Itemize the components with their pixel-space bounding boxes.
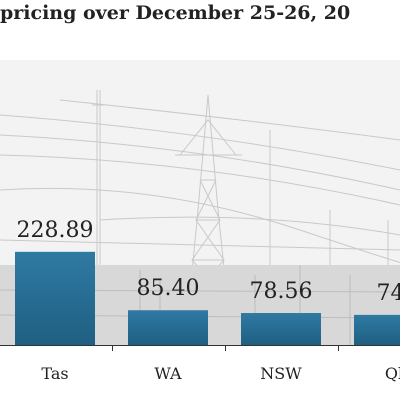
value-label-nsw: 78.56 [249,279,313,304]
bar-ql [354,314,400,345]
category-label-wa: WA [154,364,182,383]
value-label-tas: 228.89 [16,217,94,243]
bar-tas [15,251,95,345]
plot-area [0,60,400,345]
bar-wa [128,310,208,345]
bars-layer [15,251,400,345]
x-axis-tick [112,345,113,351]
category-label-ql: Ql [384,364,400,383]
x-axis-tick [225,345,226,351]
x-axis-line [0,345,400,346]
chart-title: pricing over December 25-26, 20 [0,2,351,24]
value-label-wa: 85.40 [136,276,200,302]
category-label-tas: Tas [41,364,69,383]
value-label-ql: 74. [376,280,400,306]
x-axis-tick [338,345,339,351]
category-label-nsw: NSW [260,364,302,383]
bar-nsw [241,313,321,345]
